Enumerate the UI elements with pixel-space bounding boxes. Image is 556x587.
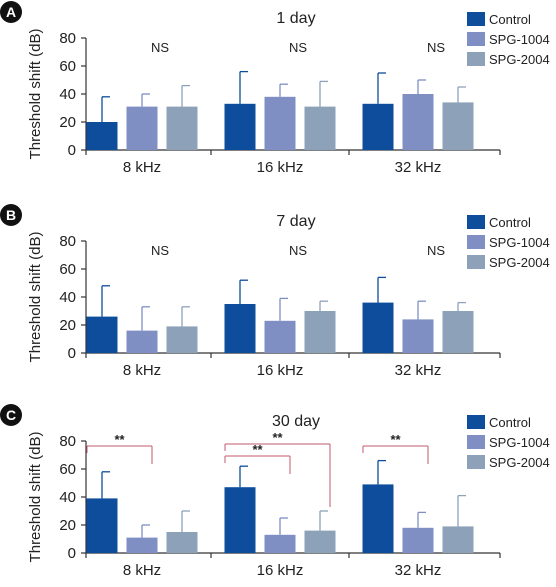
- panel-title: 1 day: [276, 10, 315, 27]
- bar-control: [362, 484, 394, 553]
- panel-a: A 1 day Threshold shift (dB) 0 20 40 60 80 8 kHz…: [0, 1, 550, 176]
- bar-spg-2004: [304, 106, 336, 150]
- legend-swatch: [467, 415, 485, 429]
- legend-swatch: [467, 455, 485, 469]
- y-tick-label: 40: [59, 289, 76, 306]
- bar-spg-2004: [442, 311, 474, 353]
- legend-label: SPG-2004: [489, 255, 550, 270]
- legend-label: SPG-1004: [489, 235, 550, 250]
- y-tick-label: 0: [68, 142, 76, 159]
- bar-spg-1004: [264, 96, 296, 150]
- panel-letter-badge: [0, 404, 22, 426]
- legend-swatch: [467, 255, 485, 269]
- y-axis-label: Threshold shift (dB): [27, 232, 44, 363]
- bar-spg-2004: [166, 326, 198, 353]
- bar-spg-1004: [264, 320, 296, 353]
- y-tick-label: 20: [59, 114, 76, 131]
- panel-letter: B: [6, 207, 16, 223]
- panel-title: 30 day: [272, 413, 320, 430]
- bar-control: [224, 103, 256, 150]
- legend-swatch: [467, 235, 485, 249]
- y-tick-label: 80: [59, 433, 76, 450]
- bar-spg-1004: [126, 330, 158, 353]
- bar-spg-1004: [402, 527, 434, 553]
- category-label: 32 kHz: [395, 562, 442, 579]
- bar-spg-2004: [442, 102, 474, 150]
- y-tick-label: 20: [59, 517, 76, 534]
- category-label: 32 kHz: [395, 362, 442, 379]
- ns-annotation: NS: [289, 40, 307, 55]
- bar-control: [362, 302, 394, 353]
- category-label: 8 kHz: [123, 362, 161, 379]
- bar-spg-1004: [402, 94, 434, 150]
- category-label: 32 kHz: [395, 159, 442, 176]
- y-tick-label: 80: [59, 30, 76, 47]
- panel-letter-badge: [0, 1, 22, 23]
- bar-spg-1004: [402, 319, 434, 353]
- bar-control: [86, 122, 118, 150]
- bar-control: [224, 304, 256, 353]
- y-tick-label: 60: [59, 58, 76, 75]
- legend-label: Control: [489, 215, 531, 230]
- ns-annotation: NS: [151, 40, 169, 55]
- bar-spg-2004: [166, 532, 198, 553]
- ns-annotation: NS: [427, 243, 445, 258]
- category-label: 16 kHz: [257, 362, 304, 379]
- legend-label: Control: [489, 415, 531, 430]
- significance-label: **: [272, 430, 283, 445]
- y-axis-label: Threshold shift (dB): [27, 29, 44, 160]
- y-tick-label: 40: [59, 489, 76, 506]
- ns-annotation: NS: [289, 243, 307, 258]
- bar-spg-2004: [442, 526, 474, 553]
- y-tick-label: 20: [59, 317, 76, 334]
- legend-label: SPG-2004: [489, 455, 550, 470]
- bar-spg-2004: [166, 106, 198, 150]
- bar-control: [86, 498, 118, 553]
- panel-b: B 7 day Threshold shift (dB) 0 20 40 60 80 8 kHz…: [0, 204, 550, 379]
- significance-label: **: [390, 432, 401, 447]
- category-label: 16 kHz: [257, 159, 304, 176]
- ns-annotation: NS: [151, 243, 169, 258]
- bar-control: [224, 487, 256, 553]
- legend-swatch: [467, 12, 485, 26]
- significance-label: **: [114, 432, 125, 447]
- bar-control: [86, 316, 118, 353]
- y-axis-label: Threshold shift (dB): [27, 432, 44, 563]
- legend-swatch: [467, 215, 485, 229]
- category-label: 8 kHz: [123, 562, 161, 579]
- y-tick-label: 0: [68, 545, 76, 562]
- bar-spg-2004: [304, 311, 336, 353]
- legend-label: Control: [489, 12, 531, 27]
- category-label: 16 kHz: [257, 562, 304, 579]
- legend-label: SPG-1004: [489, 435, 550, 450]
- panel-title: 7 day: [276, 213, 315, 230]
- category-label: 8 kHz: [123, 159, 161, 176]
- panel-letter: C: [6, 407, 16, 423]
- y-tick-label: 60: [59, 261, 76, 278]
- panel-letter: A: [6, 4, 16, 20]
- y-tick-label: 80: [59, 233, 76, 250]
- significance-label: **: [252, 442, 263, 457]
- bar-control: [362, 103, 394, 150]
- ns-annotation: NS: [427, 40, 445, 55]
- y-tick-label: 0: [68, 345, 76, 362]
- bar-spg-1004: [264, 534, 296, 553]
- legend-swatch: [467, 32, 485, 46]
- bar-spg-2004: [304, 530, 336, 553]
- bar-spg-1004: [126, 537, 158, 553]
- panel-c: C 30 day Threshold shift (dB) 0 20 40 60 80 8 kH…: [0, 404, 550, 579]
- legend-swatch: [467, 435, 485, 449]
- y-tick-label: 60: [59, 461, 76, 478]
- bar-spg-1004: [126, 106, 158, 150]
- y-tick-label: 40: [59, 86, 76, 103]
- legend-label: SPG-2004: [489, 52, 550, 67]
- panel-letter-badge: [0, 204, 22, 226]
- legend-label: SPG-1004: [489, 32, 550, 47]
- legend-swatch: [467, 52, 485, 66]
